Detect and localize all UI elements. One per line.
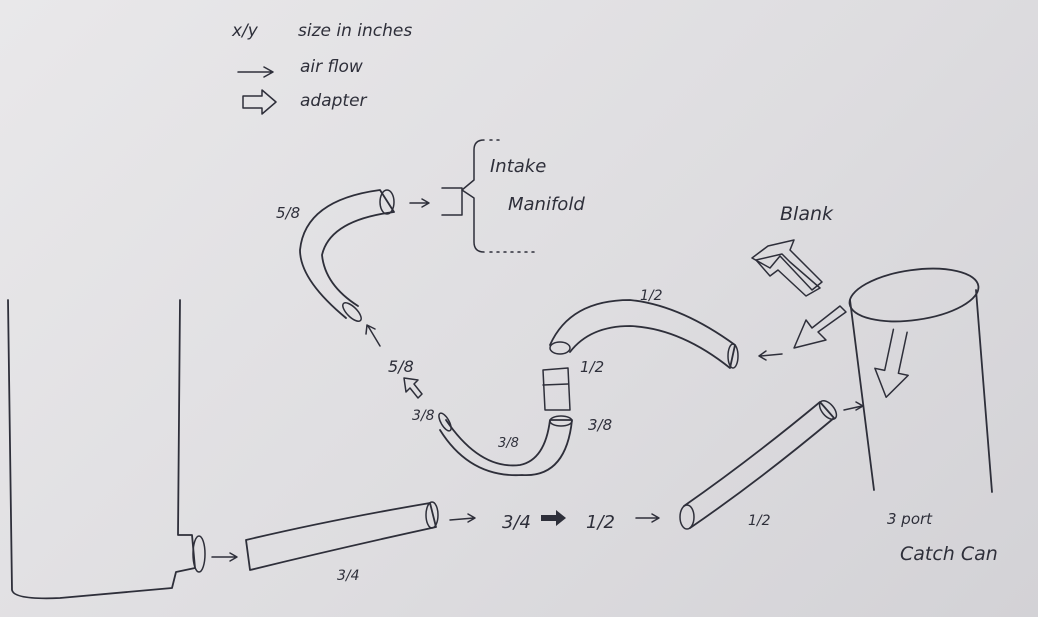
bottom-hose-size: 3/4: [337, 568, 360, 584]
engine-outlet-port: [192, 535, 206, 573]
right-hose-lower-end: [679, 504, 695, 530]
right-hose: [683, 401, 835, 529]
right-hose-size: 1/2: [748, 513, 771, 529]
intake-port: [441, 187, 463, 216]
bottom-hose-end: [425, 501, 439, 529]
airflow-arrow-3: [635, 513, 660, 523]
engine-block-outline: [7, 299, 196, 600]
right-hose-upper-end: [818, 399, 838, 421]
u-hose-size: 3/8: [498, 436, 519, 451]
top-right-adapter: [793, 305, 847, 349]
blank-adapter-symbol-a: [751, 239, 823, 291]
intake-manifold-bracket: [461, 139, 485, 253]
reducer-adapter-seam: [542, 383, 569, 386]
airflow-arrow-7: [409, 198, 430, 208]
legend-airflow-text: air flow: [300, 57, 363, 77]
airflow-arrow-5: [758, 350, 783, 361]
top-right-hose: [549, 299, 736, 369]
legend-adapter-text: adapter: [300, 91, 368, 111]
reducer-adapter-size: 3/8: [588, 416, 612, 434]
airflow-arrow-1: [211, 552, 238, 562]
reducer-adapter: [542, 367, 571, 411]
intake-label-line2: Manifold: [508, 194, 585, 215]
top-left-hose-size: 5/8: [276, 204, 300, 222]
top-left-hose-upper-end: [379, 189, 395, 215]
legend-size-text: size in inches: [298, 21, 412, 41]
u-hose-end-size: 3/8: [412, 408, 435, 424]
legend-adapter-symbol: [242, 89, 277, 115]
legend-size-symbol: x/y: [231, 21, 259, 41]
intake-label-line1: Intake: [490, 156, 546, 177]
top-right-hose-lower-end: [549, 341, 571, 355]
top-right-hose-size-a: 1/2: [640, 288, 663, 304]
adapter-out-size: 1/2: [586, 512, 615, 533]
top-right-hose-size-b: 1/2: [580, 358, 604, 376]
catch-can-right-wall: [975, 289, 993, 493]
airflow-arrow-2: [449, 513, 476, 523]
catch-can-label-line2: Catch Can: [900, 543, 998, 565]
bottom-hose: [245, 502, 437, 571]
top-right-hose-upper-end: [727, 343, 739, 369]
blank-adapter-symbol-b: [755, 253, 821, 297]
catch-can: 3 port Catch Can: [848, 267, 998, 565]
airflow-arrow-6: [365, 324, 381, 347]
u-hose-left-end: [438, 412, 452, 432]
catch-can-inlet-adapter: [874, 328, 909, 399]
riser-size: 5/8: [388, 357, 414, 376]
airflow-arrow-4: [843, 401, 864, 411]
adapter-arrow: [541, 510, 566, 526]
top-left-hose-lower-end: [342, 302, 362, 322]
catch-can-top: [848, 267, 980, 323]
intake-manifold-continuation: [489, 139, 539, 253]
riser-adapter: [403, 377, 423, 399]
u-hose-right-end: [549, 415, 573, 427]
legend-airflow-arrow: [237, 66, 274, 78]
catch-can-label-line1: 3 port: [887, 510, 933, 528]
adapter-in-size: 3/4: [502, 512, 531, 533]
blank-label: Blank: [780, 203, 834, 225]
legend: x/y size in inches air flow adapter: [231, 21, 412, 115]
catch-can-left-wall: [849, 299, 875, 491]
top-left-hose: [299, 189, 395, 319]
